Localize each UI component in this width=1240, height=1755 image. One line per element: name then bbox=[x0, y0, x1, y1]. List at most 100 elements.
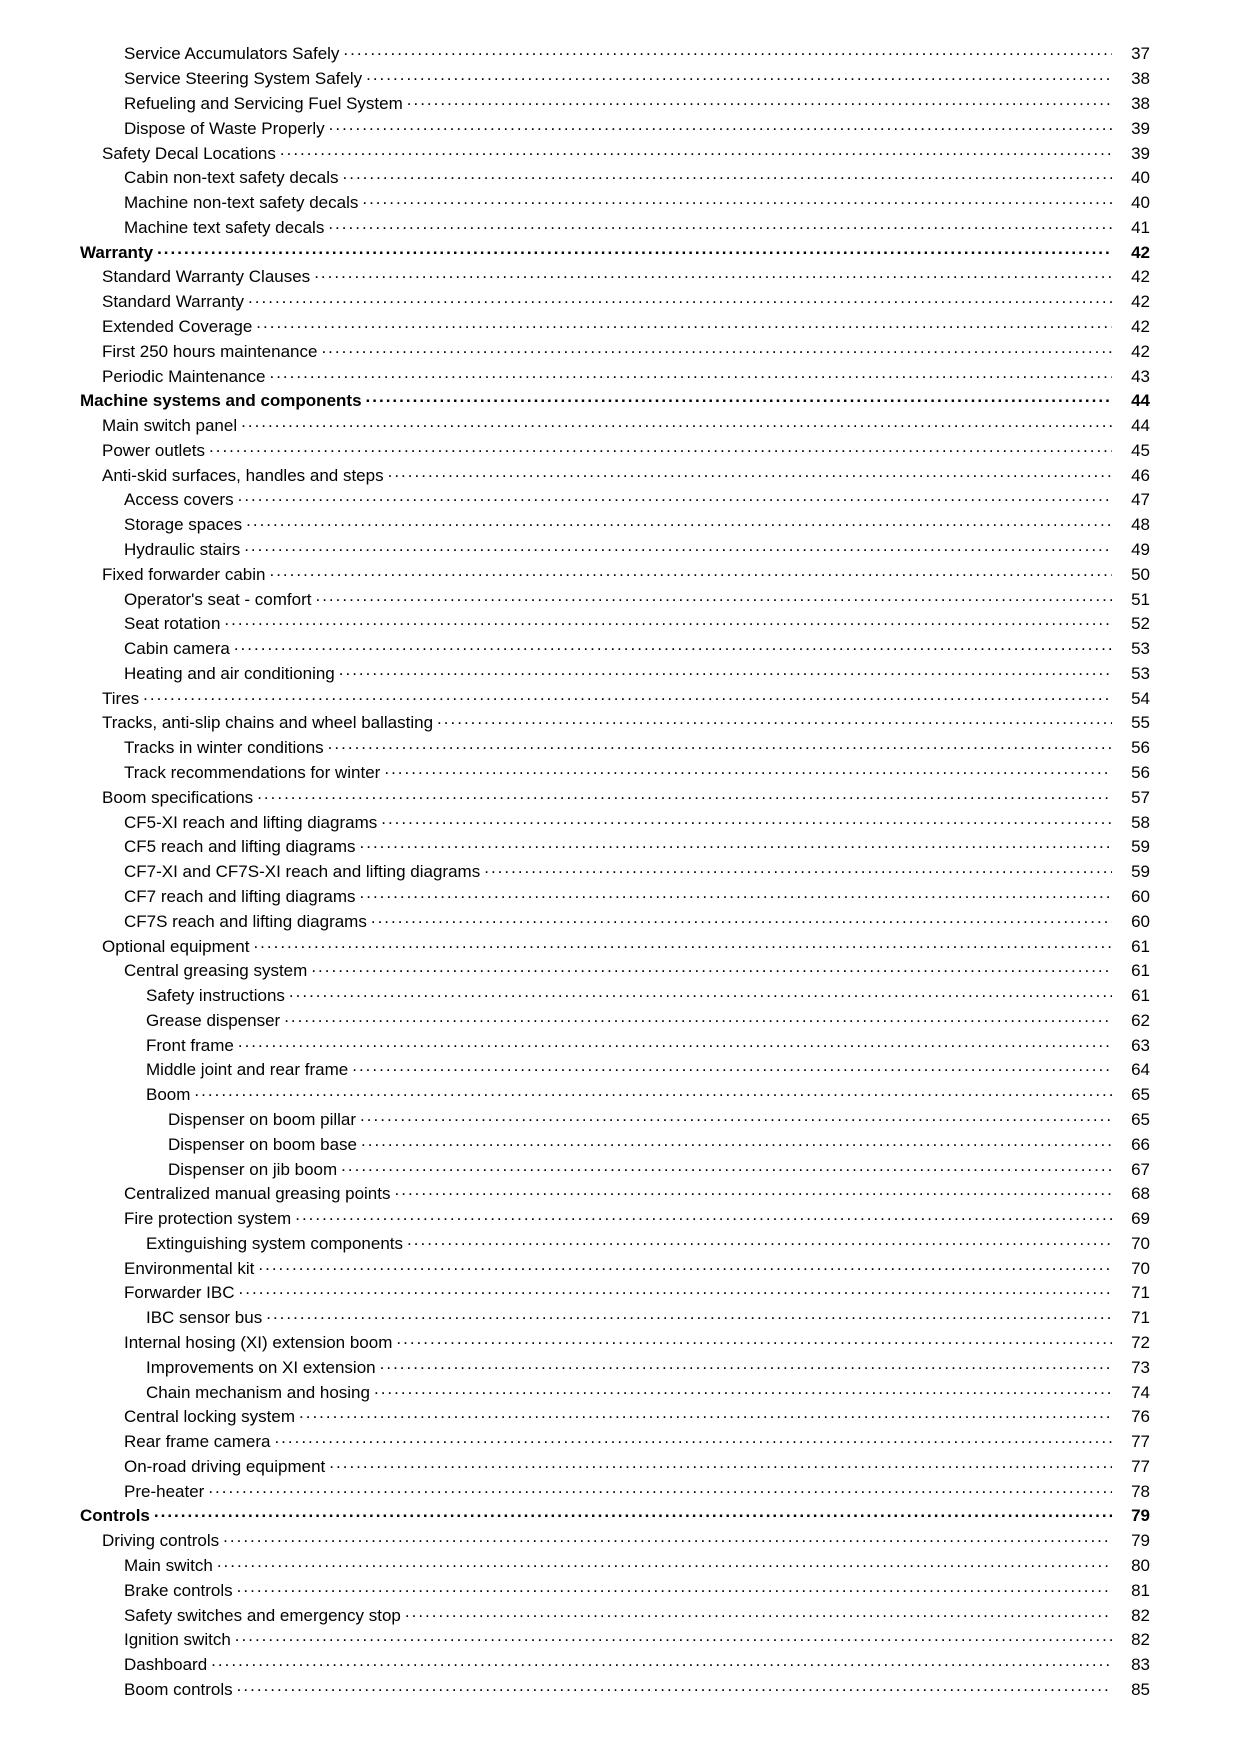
toc-entry-title: Standard Warranty Clauses bbox=[102, 268, 314, 285]
toc-entry-title: Access covers bbox=[124, 491, 238, 508]
toc-entry: Tracks in winter conditions56 bbox=[80, 734, 1150, 759]
toc-entry: Cabin camera 53 bbox=[80, 635, 1150, 660]
toc-entry: Dispose of Waste Properly 39 bbox=[80, 114, 1150, 139]
toc-entry-page: 74 bbox=[1112, 1384, 1150, 1401]
toc-entry-title: Anti-skid surfaces, handles and steps bbox=[102, 467, 388, 484]
toc-entry-page: 69 bbox=[1112, 1210, 1150, 1227]
toc-entry-title: Dashboard bbox=[124, 1656, 211, 1673]
toc-leader bbox=[328, 216, 1112, 233]
toc-entry: Refueling and Servicing Fuel System38 bbox=[80, 90, 1150, 115]
toc-entry-page: 61 bbox=[1112, 987, 1150, 1004]
toc-leader bbox=[321, 340, 1112, 357]
toc-entry-page: 51 bbox=[1112, 591, 1150, 608]
toc-leader bbox=[209, 439, 1112, 456]
toc-entry: Boom65 bbox=[80, 1081, 1150, 1106]
toc-entry-title: Rear frame camera bbox=[124, 1433, 274, 1450]
toc-leader bbox=[352, 1058, 1112, 1075]
toc-leader bbox=[374, 1381, 1112, 1398]
toc-entry-page: 39 bbox=[1112, 120, 1150, 137]
toc-entry-title: IBC sensor bus bbox=[146, 1309, 266, 1326]
toc-entry-title: Forwarder IBC bbox=[124, 1284, 239, 1301]
toc-entry-title: Periodic Maintenance bbox=[102, 368, 269, 385]
toc-entry-title: Cabin camera bbox=[124, 640, 234, 657]
toc-leader bbox=[299, 1405, 1112, 1422]
toc-entry-page: 71 bbox=[1112, 1309, 1150, 1326]
toc-entry-page: 39 bbox=[1112, 145, 1150, 162]
toc-entry: Environmental kit 70 bbox=[80, 1254, 1150, 1279]
toc-entry: Controls79 bbox=[80, 1502, 1150, 1527]
toc-leader bbox=[381, 811, 1112, 828]
toc-entry-title: Tires bbox=[102, 690, 143, 707]
toc-entry-title: Environmental kit bbox=[124, 1260, 258, 1277]
toc-leader bbox=[395, 1182, 1113, 1199]
table-of-contents: Service Accumulators Safely37Service Ste… bbox=[80, 40, 1150, 1700]
toc-leader bbox=[237, 1678, 1112, 1695]
toc-entry: Middle joint and rear frame64 bbox=[80, 1056, 1150, 1081]
toc-leader bbox=[295, 1207, 1112, 1224]
toc-entry-title: Boom controls bbox=[124, 1681, 237, 1698]
toc-leader bbox=[343, 166, 1112, 183]
toc-entry: On-road driving equipment77 bbox=[80, 1453, 1150, 1478]
toc-leader bbox=[256, 315, 1112, 332]
toc-entry-title: Heating and air conditioning bbox=[124, 665, 339, 682]
toc-entry-title: Front frame bbox=[146, 1037, 238, 1054]
toc-leader bbox=[396, 1331, 1112, 1348]
toc-entry: Periodic Maintenance43 bbox=[80, 362, 1150, 387]
toc-entry-page: 48 bbox=[1112, 516, 1150, 533]
toc-entry-title: Extinguishing system components bbox=[146, 1235, 407, 1252]
toc-entry: CF5 reach and lifting diagrams59 bbox=[80, 833, 1150, 858]
toc-leader bbox=[157, 241, 1112, 258]
toc-entry-page: 38 bbox=[1112, 70, 1150, 87]
toc-entry: Chain mechanism and hosing74 bbox=[80, 1378, 1150, 1403]
toc-leader bbox=[311, 959, 1112, 976]
toc-entry-page: 64 bbox=[1112, 1061, 1150, 1078]
toc-leader bbox=[269, 563, 1112, 580]
toc-entry: Pre-heater78 bbox=[80, 1477, 1150, 1502]
toc-entry: Dispenser on boom base 66 bbox=[80, 1130, 1150, 1155]
toc-leader bbox=[328, 736, 1112, 753]
toc-entry-page: 53 bbox=[1112, 640, 1150, 657]
toc-leader bbox=[360, 885, 1112, 902]
toc-leader bbox=[266, 1306, 1112, 1323]
toc-leader bbox=[405, 1604, 1112, 1621]
toc-entry-page: 60 bbox=[1112, 913, 1150, 930]
toc-entry-page: 83 bbox=[1112, 1656, 1150, 1673]
toc-leader bbox=[235, 1628, 1112, 1645]
toc-entry-title: Dispenser on jib boom bbox=[168, 1161, 341, 1178]
toc-entry-title: Refueling and Servicing Fuel System bbox=[124, 95, 407, 112]
toc-entry: Dispenser on jib boom 67 bbox=[80, 1155, 1150, 1180]
toc-entry-page: 70 bbox=[1112, 1260, 1150, 1277]
toc-entry-page: 50 bbox=[1112, 566, 1150, 583]
toc-entry: Front frame 63 bbox=[80, 1031, 1150, 1056]
toc-entry: Service Accumulators Safely37 bbox=[80, 40, 1150, 65]
toc-entry: Forwarder IBC71 bbox=[80, 1279, 1150, 1304]
toc-entry: IBC sensor bus 71 bbox=[80, 1304, 1150, 1329]
toc-entry-title: Dispenser on boom base bbox=[168, 1136, 361, 1153]
page: Service Accumulators Safely37Service Ste… bbox=[0, 0, 1240, 1755]
toc-entry-page: 49 bbox=[1112, 541, 1150, 558]
toc-entry-title: Service Accumulators Safely bbox=[124, 45, 343, 62]
toc-entry-title: CF7-XI and CF7S-XI reach and lifting dia… bbox=[124, 863, 484, 880]
toc-entry-page: 66 bbox=[1112, 1136, 1150, 1153]
toc-entry-title: Fire protection system bbox=[124, 1210, 295, 1227]
toc-entry-title: Safety Decal Locations bbox=[102, 145, 280, 162]
toc-entry-page: 56 bbox=[1112, 739, 1150, 756]
toc-leader bbox=[244, 538, 1112, 555]
toc-entry-title: CF7 reach and lifting diagrams bbox=[124, 888, 360, 905]
toc-entry: First 250 hours maintenance42 bbox=[80, 337, 1150, 362]
toc-entry-title: Power outlets bbox=[102, 442, 209, 459]
toc-entry-page: 67 bbox=[1112, 1161, 1150, 1178]
toc-entry: Power outlets45 bbox=[80, 437, 1150, 462]
toc-entry-page: 68 bbox=[1112, 1185, 1150, 1202]
toc-leader bbox=[241, 414, 1112, 431]
toc-entry-title: Dispose of Waste Properly bbox=[124, 120, 329, 137]
toc-leader bbox=[224, 612, 1112, 629]
toc-entry: Main switch panel44 bbox=[80, 412, 1150, 437]
toc-entry: Anti-skid surfaces, handles and steps46 bbox=[80, 461, 1150, 486]
toc-entry: Storage spaces48 bbox=[80, 511, 1150, 536]
toc-leader bbox=[274, 1430, 1112, 1447]
toc-entry-page: 42 bbox=[1112, 343, 1150, 360]
toc-entry-title: CF7S reach and lifting diagrams bbox=[124, 913, 371, 930]
toc-entry-page: 63 bbox=[1112, 1037, 1150, 1054]
toc-entry-title: CF5 reach and lifting diagrams bbox=[124, 838, 360, 855]
